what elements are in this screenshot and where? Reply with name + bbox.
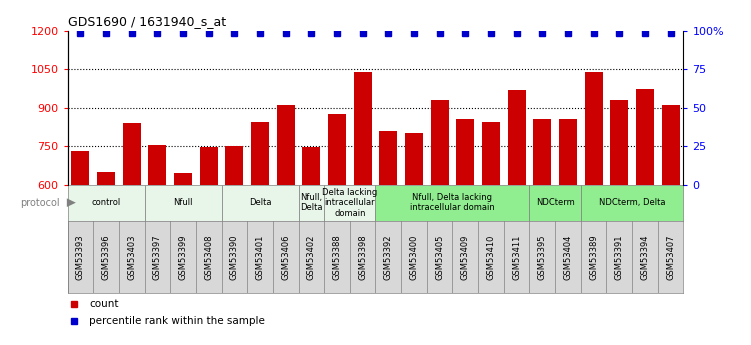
Text: NDCterm, Delta: NDCterm, Delta bbox=[599, 198, 665, 207]
Bar bbox=[457, 119, 475, 338]
Text: control: control bbox=[92, 198, 121, 207]
Text: count: count bbox=[89, 299, 119, 308]
Bar bbox=[174, 173, 192, 338]
Text: Delta: Delta bbox=[249, 198, 271, 207]
Bar bbox=[482, 122, 500, 338]
Text: GSM53404: GSM53404 bbox=[563, 234, 572, 280]
Text: GSM53408: GSM53408 bbox=[204, 234, 213, 280]
Bar bbox=[430, 100, 448, 338]
Text: GSM53400: GSM53400 bbox=[409, 234, 418, 280]
Bar bbox=[508, 90, 526, 338]
Text: Delta lacking
intracellular
domain: Delta lacking intracellular domain bbox=[322, 188, 378, 218]
Bar bbox=[299, 185, 324, 221]
Text: GSM53389: GSM53389 bbox=[589, 234, 598, 280]
Bar bbox=[328, 114, 346, 338]
Text: GSM53394: GSM53394 bbox=[641, 234, 650, 280]
Text: percentile rank within the sample: percentile rank within the sample bbox=[89, 316, 265, 326]
Bar bbox=[662, 105, 680, 338]
Bar bbox=[584, 72, 602, 338]
Bar bbox=[251, 122, 269, 338]
Bar bbox=[303, 147, 321, 338]
Text: Nfull,
Delta: Nfull, Delta bbox=[300, 193, 323, 213]
Bar bbox=[559, 119, 577, 338]
Text: Nfull, Delta lacking
intracellular domain: Nfull, Delta lacking intracellular domai… bbox=[410, 193, 495, 213]
Text: GSM53392: GSM53392 bbox=[384, 234, 393, 280]
Text: GSM53401: GSM53401 bbox=[255, 234, 264, 280]
Bar bbox=[276, 105, 294, 338]
Bar bbox=[611, 100, 629, 338]
Bar bbox=[122, 123, 140, 338]
Text: GSM53390: GSM53390 bbox=[230, 234, 239, 280]
Bar bbox=[200, 147, 218, 338]
Bar bbox=[68, 185, 144, 221]
Text: GSM53398: GSM53398 bbox=[358, 234, 367, 280]
Text: GSM53393: GSM53393 bbox=[76, 234, 85, 280]
Bar bbox=[71, 151, 89, 338]
Bar bbox=[529, 185, 581, 221]
Bar bbox=[376, 185, 529, 221]
Text: GDS1690 / 1631940_s_at: GDS1690 / 1631940_s_at bbox=[68, 16, 226, 29]
Text: GSM53395: GSM53395 bbox=[538, 234, 547, 280]
Text: GSM53403: GSM53403 bbox=[127, 234, 136, 280]
Text: NDCterm: NDCterm bbox=[535, 198, 575, 207]
Text: GSM53407: GSM53407 bbox=[666, 234, 675, 280]
Text: GSM53391: GSM53391 bbox=[615, 234, 624, 280]
Bar bbox=[636, 89, 654, 338]
Bar bbox=[405, 134, 423, 338]
Bar bbox=[533, 119, 551, 338]
Text: GSM53406: GSM53406 bbox=[281, 234, 290, 280]
Text: GSM53411: GSM53411 bbox=[512, 234, 521, 280]
Text: protocol: protocol bbox=[20, 198, 60, 208]
Text: GSM53402: GSM53402 bbox=[307, 234, 316, 280]
Bar bbox=[379, 131, 397, 338]
Bar bbox=[222, 185, 298, 221]
Text: GSM53399: GSM53399 bbox=[179, 234, 188, 280]
Bar bbox=[144, 185, 222, 221]
Text: Nfull: Nfull bbox=[173, 198, 193, 207]
Bar bbox=[149, 145, 167, 338]
Bar bbox=[354, 72, 372, 338]
Text: GSM53405: GSM53405 bbox=[435, 234, 444, 280]
Text: GSM53410: GSM53410 bbox=[487, 234, 496, 280]
Text: GSM53388: GSM53388 bbox=[333, 234, 342, 280]
Text: GSM53409: GSM53409 bbox=[461, 234, 470, 280]
Bar bbox=[225, 146, 243, 338]
Bar bbox=[324, 185, 376, 221]
Text: GSM53396: GSM53396 bbox=[101, 234, 110, 280]
Text: GSM53397: GSM53397 bbox=[153, 234, 162, 280]
Bar bbox=[97, 172, 115, 338]
Bar bbox=[581, 185, 683, 221]
